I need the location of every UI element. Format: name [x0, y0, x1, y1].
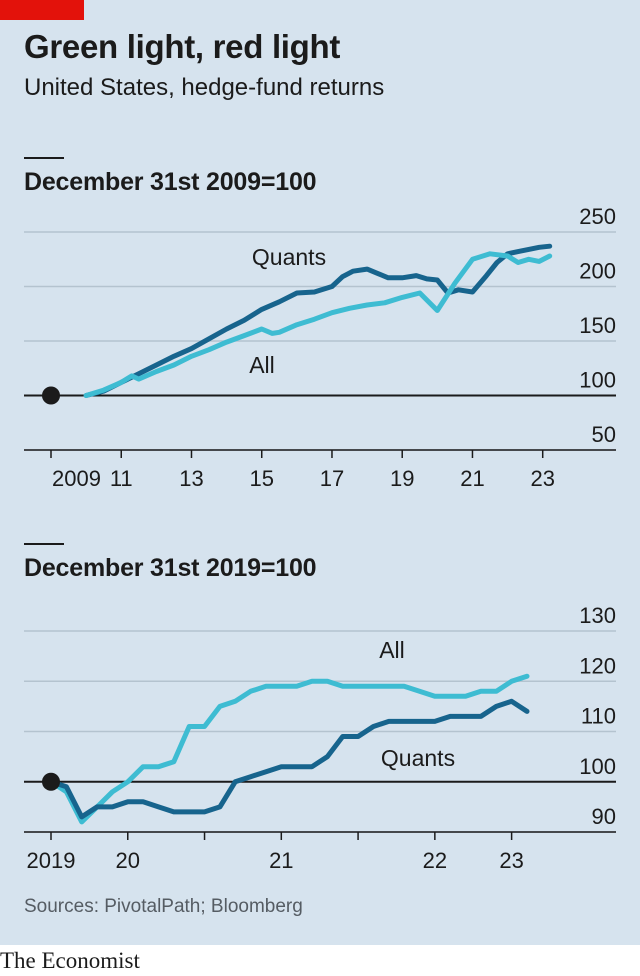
panel2-series-line-all [48, 673, 530, 825]
panel2-y-tick-label: 90 [592, 804, 616, 829]
chart-subtitle: United States, hedge-fund returns [24, 74, 385, 101]
panel1-series-label-all: All [249, 352, 275, 378]
panel2-x-tick-label: 20 [116, 848, 140, 873]
panel1-x-tick-label: 15 [249, 466, 273, 491]
panel2-chart: 90 100 110 120 130 2019 20 21 22 23 All Quants [24, 603, 616, 873]
panel1-x-tick-label: 21 [460, 466, 484, 491]
panel1-x-tick-label: 13 [179, 466, 203, 491]
panel1-x-tick-label: 11 [110, 466, 133, 491]
panel2-x-tick-label: 23 [499, 848, 523, 873]
brand-logo: The Economist [0, 948, 140, 973]
panel1-series-label-quants: Quants [252, 244, 326, 270]
panel1-series-line-all [83, 251, 553, 398]
panel2-rule [24, 543, 64, 545]
panel2-x-tick-label: 21 [269, 848, 293, 873]
panel2-y-tick-label: 120 [579, 653, 616, 678]
panel1-series-line-quants [83, 243, 553, 398]
panel1-rule [24, 157, 64, 159]
panel1-chart: 50 100 150 200 250 2009 11 13 15 17 19 21 23 Quants Al… [24, 204, 616, 491]
panel1-title: December 31st 2009=100 [24, 168, 317, 196]
panel1-y-tick-label: 150 [579, 313, 616, 338]
panel1-y-tick-label: 250 [579, 204, 616, 229]
panel1-x-tick-label: 19 [390, 466, 414, 491]
panel1-y-tick-label: 100 [579, 368, 616, 393]
panel2-series-label-all: All [379, 637, 405, 663]
panel2-series-label-quants: Quants [381, 745, 455, 771]
panel2-series-line-quants [48, 698, 530, 820]
panel2-x-tick-label: 22 [423, 848, 447, 873]
panel2-y-tick-label: 110 [581, 704, 616, 729]
panel1-x-tick-label: 23 [530, 466, 554, 491]
panel1-x-tick-label: 17 [320, 466, 344, 491]
chart-title: Green light, red light [24, 28, 341, 65]
panel2-y-tick-label: 130 [579, 603, 616, 628]
panel1-start-marker [42, 386, 60, 405]
panel1-y-tick-label: 200 [579, 259, 616, 284]
red-tag [0, 0, 84, 20]
panel1-y-tick-label: 50 [592, 422, 616, 447]
panel2-start-marker [42, 772, 60, 791]
source-note: Sources: PivotalPath; Bloomberg [24, 896, 303, 917]
panel2-y-tick-label: 100 [579, 754, 616, 779]
panel1-x-tick-label: 2009 [52, 466, 101, 491]
panel2-title: December 31st 2019=100 [24, 554, 317, 582]
footer-band [0, 945, 640, 976]
panel2-x-tick-label: 2019 [27, 848, 76, 873]
